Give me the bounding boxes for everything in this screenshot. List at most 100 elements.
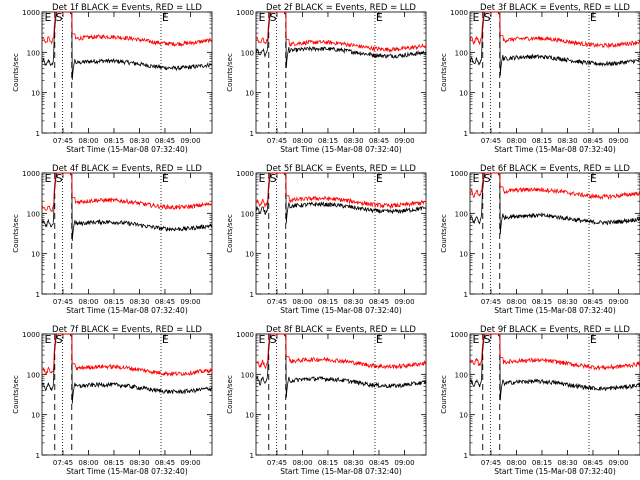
y-tick-label: 10 [459,90,468,98]
y-tick-label: 1000 [450,170,468,178]
x-tick-label: 07:45 [481,137,501,145]
x-tick-label: 08:15 [532,137,552,145]
x-tick-label: 07:45 [53,459,73,467]
x-tick-label: 08:15 [104,459,124,467]
y-axis-label: Counts/sec [226,214,234,253]
x-tick-label: 08:00 [506,298,526,306]
panel-title: Det 5f BLACK = Events, RED = LLD [266,164,416,174]
marker-e: E [45,333,52,346]
y-tick-label: 10 [31,412,40,420]
panel-title: Det 7f BLACK = Events, RED = LLD [52,325,202,335]
marker-s: S [484,11,491,24]
x-tick-label: 08:00 [78,459,98,467]
series-lld [255,172,427,210]
marker-s: S [270,333,277,346]
x-tick-label: 08:00 [292,137,312,145]
y-tick-label: 100 [241,371,254,379]
x-tick-label: 08:30 [557,137,577,145]
y-axis-label: Counts/sec [12,214,20,253]
x-tick-label: 07:45 [481,459,501,467]
marker-e: E [259,333,266,346]
y-tick-label: 100 [455,49,468,57]
series-events [255,333,427,398]
y-tick-label: 1 [250,291,254,299]
x-tick-label: 08:30 [129,137,149,145]
x-tick-label: 07:45 [53,298,73,306]
panel-1: Det 1f BLACK = Events, RED = LLD 1 10 100 10… [12,3,213,154]
x-tick-label: 08:45 [369,137,389,145]
panel-5: Det 5f BLACK = Events, RED = LLD 1 10 100 10… [226,164,427,315]
x-axis-label: Start Time (15-Mar-08 07:32:40) [66,467,188,476]
panel-title: Det 2f BLACK = Events, RED = LLD [266,3,416,13]
y-tick-label: 10 [245,90,254,98]
x-axis-label: Start Time (15-Mar-08 07:32:40) [280,306,402,315]
plot-frame [255,333,427,456]
plot-frame [469,172,640,295]
x-axis-label: Start Time (15-Mar-08 07:32:40) [66,306,188,315]
panel-4: Det 4f BLACK = Events, RED = LLD 1 10 100 10… [12,164,213,315]
y-tick-label: 1000 [236,9,254,17]
y-axis-label: Counts/sec [12,375,20,414]
panel-title: Det 6f BLACK = Events, RED = LLD [480,164,630,174]
x-tick-label: 09:00 [608,298,628,306]
x-tick-label: 08:15 [318,459,338,467]
y-tick-label: 1000 [22,9,40,17]
x-tick-label: 07:45 [53,137,73,145]
marker-s: S [270,11,277,24]
x-tick-label: 09:00 [608,137,628,145]
series-lld [41,11,212,48]
y-tick-label: 1 [36,130,40,138]
y-tick-label: 10 [245,251,254,259]
x-tick-label: 08:15 [318,298,338,306]
x-tick-label: 08:15 [532,298,552,306]
series-lld [469,333,640,371]
x-tick-label: 08:30 [129,459,149,467]
panel-2: Det 2f BLACK = Events, RED = LLD 1 10 100 10… [226,3,427,154]
x-tick-label: 09:00 [394,298,414,306]
y-axis-label: Counts/sec [440,53,448,92]
y-tick-label: 1 [250,130,254,138]
x-tick-label: 08:45 [583,137,603,145]
y-tick-label: 100 [241,49,254,57]
x-tick-label: 09:00 [394,137,414,145]
y-tick-label: 1 [250,452,254,460]
x-tick-label: 08:30 [557,459,577,467]
marker-s: S [56,333,63,346]
marker-e: E [376,11,383,24]
panel-8: Det 8f BLACK = Events, RED = LLD 1 10 100 10… [226,325,427,476]
y-tick-label: 1 [36,452,40,460]
x-tick-label: 08:30 [557,298,577,306]
panel-title: Det 1f BLACK = Events, RED = LLD [52,3,202,13]
y-tick-label: 1000 [22,170,40,178]
y-tick-label: 1 [36,291,40,299]
marker-e: E [45,172,52,185]
x-tick-label: 09:00 [394,459,414,467]
marker-e: E [162,11,169,24]
x-tick-label: 08:45 [369,459,389,467]
x-tick-label: 08:30 [343,137,363,145]
marker-e: E [473,333,480,346]
marker-e: E [590,172,597,185]
x-tick-label: 09:00 [608,459,628,467]
x-tick-label: 09:00 [180,137,200,145]
y-axis-label: Counts/sec [440,375,448,414]
y-tick-label: 10 [245,412,254,420]
plot-frame [255,11,427,134]
y-tick-label: 10 [459,251,468,259]
marker-s: S [484,333,491,346]
plot-frame [255,172,427,295]
y-tick-label: 100 [27,210,40,218]
series-lld [41,172,213,213]
x-axis-label: Start Time (15-Mar-08 07:32:40) [66,145,188,154]
y-tick-label: 1000 [450,331,468,339]
series-events [41,172,213,241]
series-events [469,11,640,76]
x-tick-label: 08:45 [155,298,175,306]
y-tick-label: 100 [27,49,40,57]
y-tick-label: 1 [464,130,468,138]
y-axis-label: Counts/sec [226,375,234,414]
panel-6: Det 6f BLACK = Events, RED = LLD 1 10 100 10… [440,164,640,315]
series-events [255,11,427,68]
marker-e: E [162,333,169,346]
x-tick-label: 08:45 [155,137,175,145]
